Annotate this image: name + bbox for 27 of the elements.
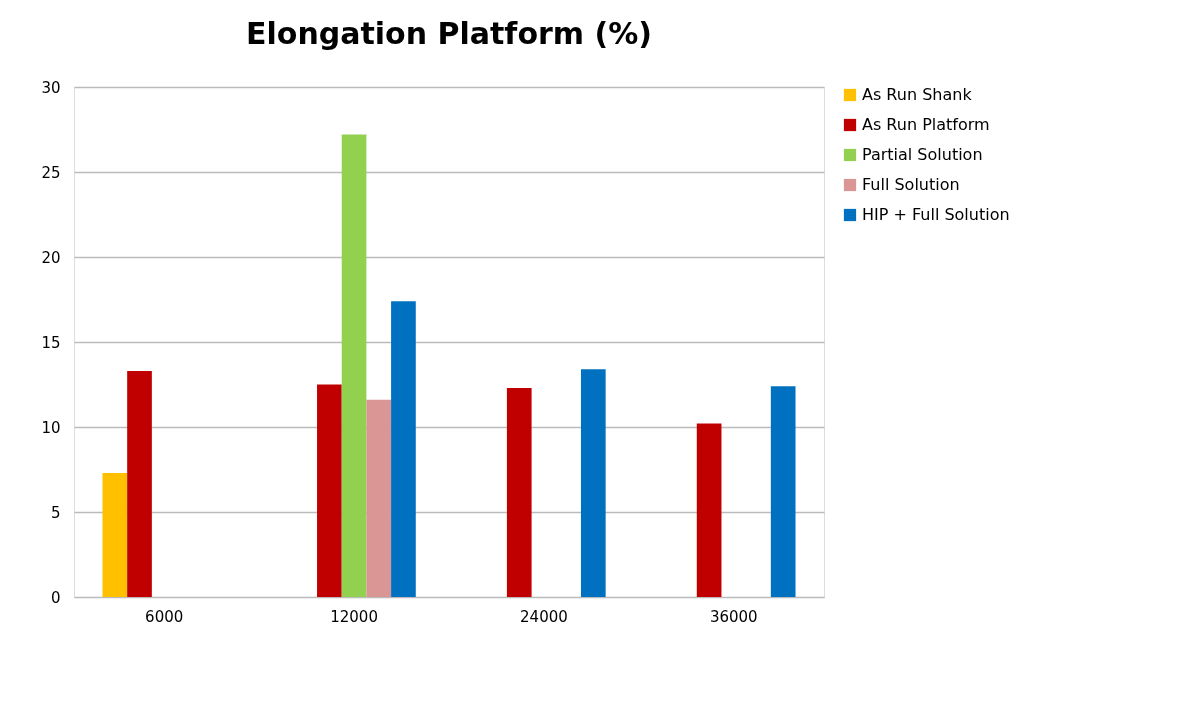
legend-label: Partial Solution bbox=[862, 145, 983, 164]
legend-label: HIP + Full Solution bbox=[862, 205, 1010, 224]
y-tick-label: 20 bbox=[41, 248, 61, 267]
y-tick-label: 25 bbox=[41, 163, 61, 182]
bar bbox=[391, 301, 416, 597]
bar bbox=[696, 423, 722, 597]
legend-label: Full Solution bbox=[862, 175, 960, 194]
bar bbox=[317, 384, 342, 597]
x-tick-label: 36000 bbox=[709, 607, 758, 626]
bar bbox=[506, 387, 532, 597]
bar bbox=[366, 399, 392, 597]
bar bbox=[341, 134, 367, 597]
bar bbox=[580, 369, 606, 597]
x-tick-label: 12000 bbox=[330, 607, 378, 626]
legend-label: As Run Shank bbox=[862, 85, 973, 104]
bar bbox=[127, 370, 152, 597]
y-tick-label: 0 bbox=[50, 588, 61, 607]
y-tick-label: 30 bbox=[41, 78, 61, 97]
y-tick-label: 5 bbox=[50, 503, 61, 522]
legend-label: As Run Platform bbox=[862, 115, 990, 134]
y-tick-label: 15 bbox=[41, 333, 61, 352]
x-tick-label: 24000 bbox=[520, 607, 568, 626]
bar bbox=[770, 386, 796, 597]
x-tick-label: 6000 bbox=[145, 607, 184, 626]
bar bbox=[102, 472, 128, 597]
chart-title: Elongation Platform (%) bbox=[246, 16, 652, 51]
y-tick-label: 10 bbox=[41, 418, 61, 437]
